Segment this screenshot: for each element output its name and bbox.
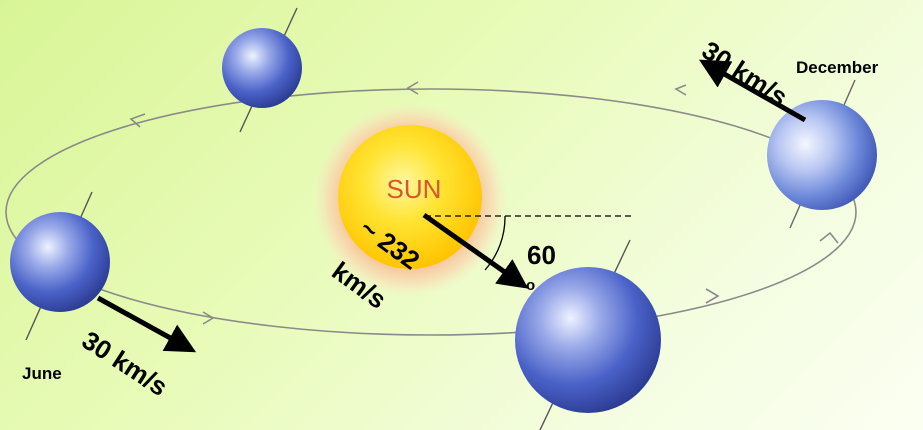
earth-bottom	[515, 239, 661, 430]
june-label: June	[22, 364, 62, 383]
angle-degree-symbol: o	[526, 277, 535, 294]
earth-globe	[222, 28, 302, 108]
june-velocity-label: 30 km/s	[77, 325, 173, 402]
earth-globe	[10, 212, 110, 312]
angle-value: 60	[527, 240, 556, 270]
orbit-arrow-right	[819, 231, 839, 244]
orbit-arrow-top	[406, 81, 419, 95]
sun-label: SUN	[387, 174, 442, 204]
earth-december	[767, 79, 877, 229]
orbit-arrow-bottom-left	[202, 311, 215, 325]
orbit-arrow-top-right	[674, 84, 687, 96]
sun: SUN	[313, 103, 507, 297]
sun-velocity-arrow	[422, 212, 529, 289]
december-label: December	[796, 58, 879, 77]
orbit-direction-arrows	[129, 81, 839, 325]
angle-arc	[484, 215, 506, 271]
earth-globe	[767, 100, 877, 210]
earth-globe	[515, 267, 661, 413]
december-velocity-arrow	[698, 59, 807, 123]
december-velocity-label: 30 km/s	[697, 35, 793, 112]
orbit-arrow-upper-left	[129, 113, 146, 128]
earth-top	[222, 7, 302, 133]
earth-june	[10, 191, 110, 341]
june-velocity-arrow	[96, 295, 197, 353]
orbit-arrow-bottom-right	[705, 288, 720, 304]
orbit-path	[5, 88, 857, 336]
